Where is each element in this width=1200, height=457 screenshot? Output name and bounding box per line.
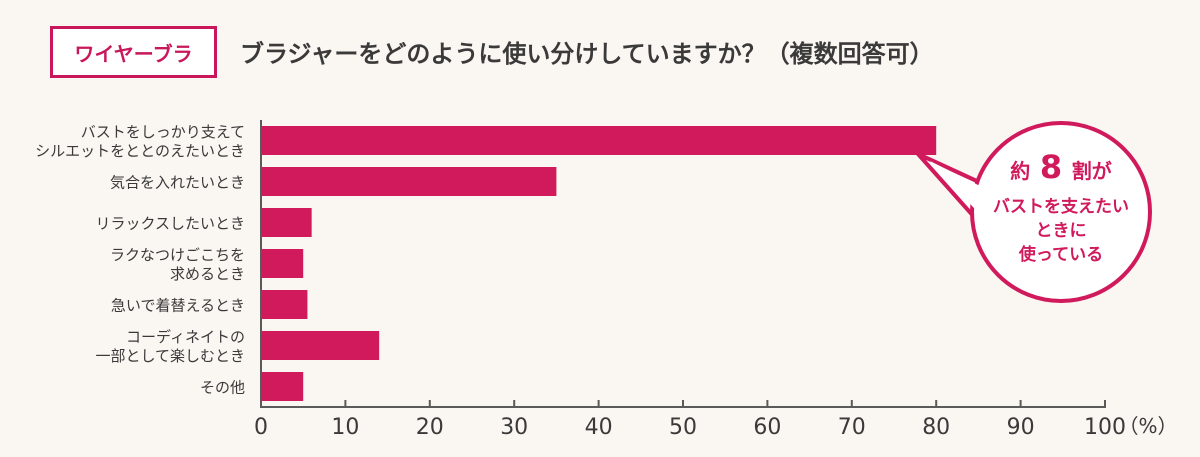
callout-suffix: 割が — [1072, 159, 1112, 183]
category-label-1-line-2: シルエットをととのえたいとき — [35, 142, 245, 160]
callout-line-2: ときに — [1036, 221, 1087, 241]
bar-5 — [261, 290, 308, 319]
x-tick-label-0: 0 — [254, 415, 268, 440]
bar-2 — [261, 167, 557, 196]
x-tick-label-70: 70 — [838, 415, 866, 440]
callout-headline: 約 8 割が — [1010, 148, 1111, 186]
category-label-6-line-2: 一部として楽しむとき — [95, 347, 245, 365]
x-tick-label-100: 100 — [1084, 415, 1126, 440]
callout-number: 8 — [1040, 148, 1062, 186]
bar-3 — [261, 208, 312, 237]
bars-group — [261, 126, 937, 401]
category-label-4-line-2: 求めるとき — [170, 265, 245, 283]
x-tick-label-10: 10 — [331, 415, 359, 440]
callout-line-3: 使っている — [1018, 244, 1103, 265]
category-labels: バストをしっかり支えてシルエットをととのえたいとき気合を入れたいときリラックスし… — [35, 123, 245, 397]
x-tick-label-30: 30 — [500, 415, 528, 440]
chart-title: ブラジャーをどのように使い分けしていますか？（複数回答可） — [240, 40, 934, 68]
category-tag: ワイヤーブラ — [50, 26, 217, 78]
callout-circle — [970, 121, 1152, 303]
callout-prefix: 約 — [1010, 159, 1030, 183]
x-tick-label-60: 60 — [753, 415, 781, 440]
callout-bubble: 約 8 割が バストを支えたい ときに 使っている — [916, 121, 1152, 303]
callout-pointer-mask — [930, 161, 996, 222]
bar-1 — [261, 126, 937, 155]
category-label-5: 急いで着替えるとき — [111, 297, 245, 315]
x-tick-label-80: 80 — [922, 415, 950, 440]
callout-line-1: バストを支えたい — [993, 196, 1129, 217]
bar-6 — [261, 331, 380, 360]
category-label-1-line-1: バストをしっかり支えて — [81, 123, 245, 141]
bar-7 — [261, 372, 304, 401]
x-tick-label-20: 20 — [416, 415, 444, 440]
x-ticks: 0 10 20 30 40 50 60 70 80 90 100 — [254, 400, 1126, 440]
category-label-4-line-1: ラクなつけごこちを — [110, 246, 245, 264]
category-label-7: その他 — [200, 379, 245, 397]
x-tick-label-90: 90 — [1007, 415, 1035, 440]
category-label-3: リラックスしたいとき — [95, 215, 245, 233]
x-tick-label-40: 40 — [585, 415, 613, 440]
x-tick-label-50: 50 — [669, 415, 697, 440]
x-unit-label: （%） — [1118, 414, 1177, 438]
bar-4 — [261, 249, 304, 278]
category-label-6-line-1: コーディネイトの — [126, 328, 245, 346]
category-label-2: 気合を入れたいとき — [110, 174, 245, 192]
